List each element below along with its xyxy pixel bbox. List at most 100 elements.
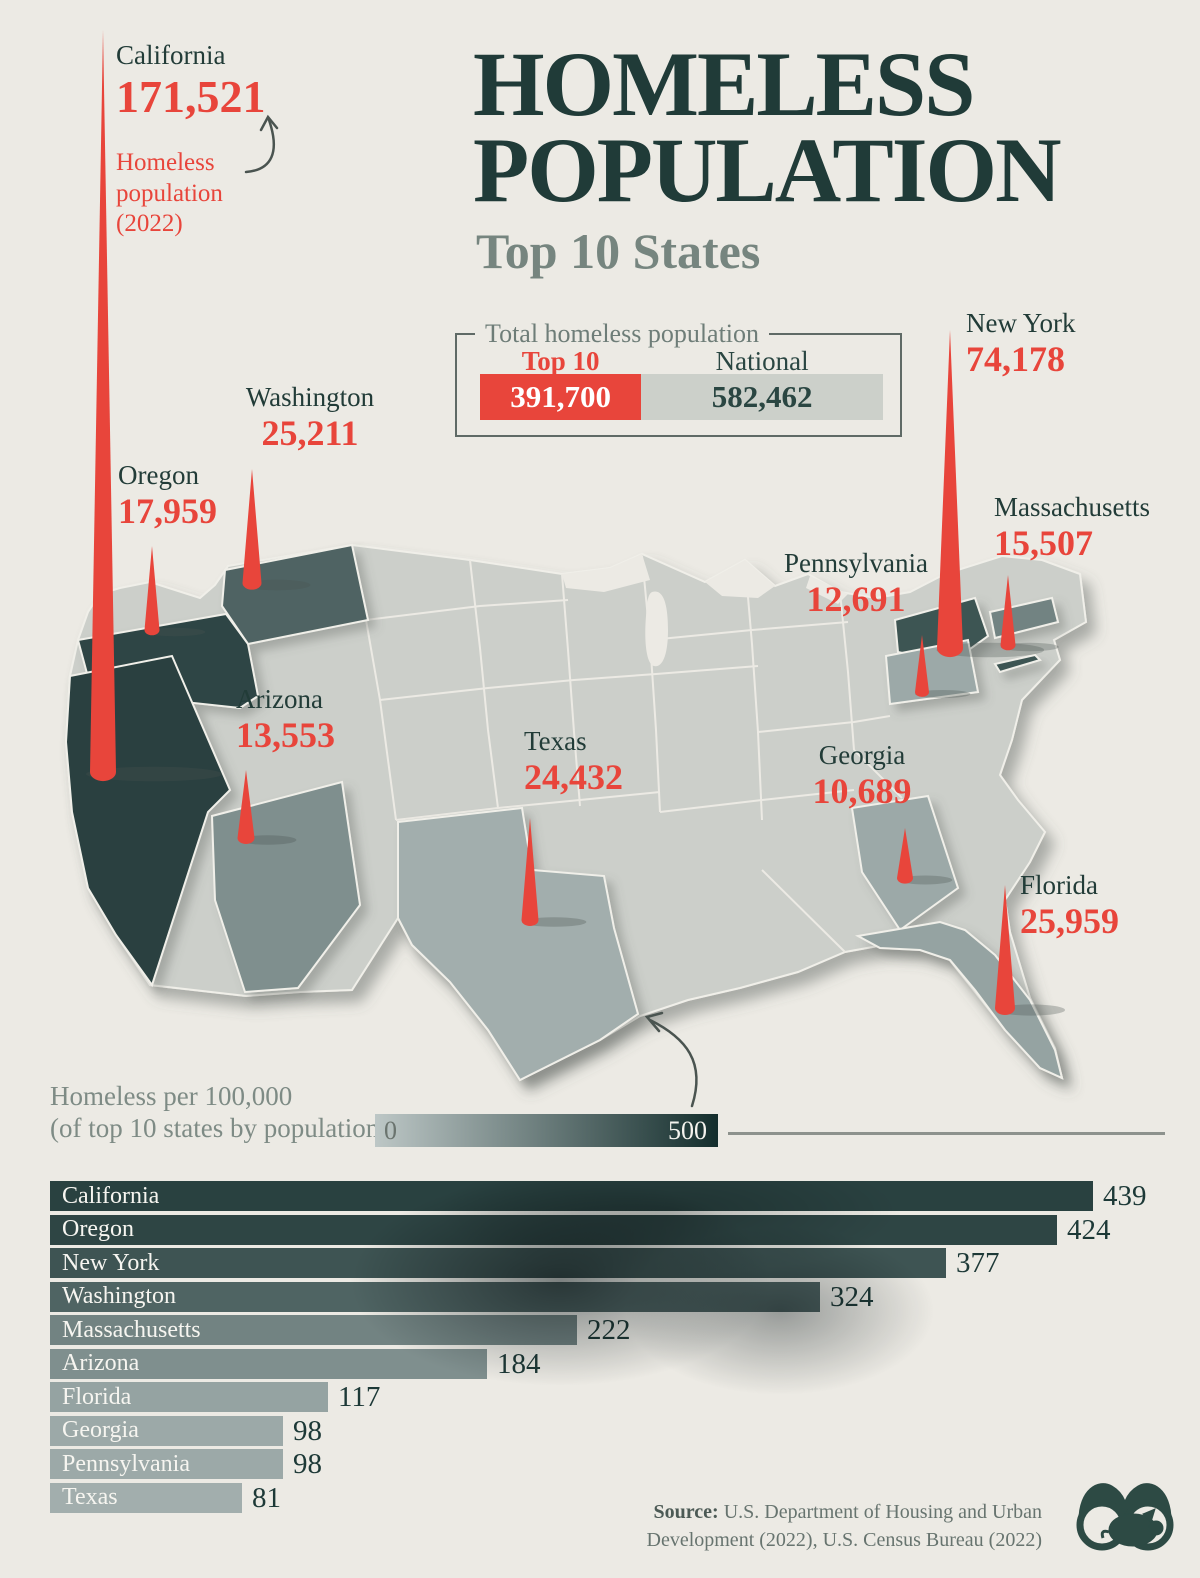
bar-row-arizona: Arizona 184 — [50, 1347, 1190, 1380]
state-name: Pennsylvania — [784, 548, 928, 578]
state-value: 17,959 — [118, 491, 217, 532]
state-label-florida: Florida 25,959 — [1020, 870, 1119, 942]
spike-shadow — [1000, 642, 1059, 652]
bar-value-label: 439 — [1103, 1180, 1147, 1212]
bar-value-label: 98 — [293, 1448, 322, 1480]
bar-row-texas: Texas 81 — [50, 1481, 1190, 1514]
bar-row-new-york: New York 377 — [50, 1248, 1190, 1278]
logo-piggy-bank — [1100, 1508, 1164, 1547]
state-value: 74,178 — [966, 339, 1065, 380]
state-name: California — [116, 40, 226, 70]
spike-shadow — [86, 766, 222, 782]
scale-max-label: 500 — [668, 1115, 707, 1145]
bar-value-label: 81 — [252, 1481, 281, 1514]
state-shape-washington — [220, 543, 370, 646]
state-shape-long-island — [993, 653, 1042, 674]
state-label-arizona: Arizona 13,553 — [236, 684, 335, 756]
state-label-oregon: Oregon 17,959 — [118, 460, 217, 532]
bar-category-label: Arizona — [62, 1350, 140, 1376]
state-name: Oregon — [118, 460, 199, 490]
bar-value-label: 98 — [293, 1414, 322, 1447]
state-shape-texas — [397, 806, 640, 1082]
source-note: Source: U.S. Department of Housing and U… — [572, 1498, 1043, 1554]
state-value: 15,507 — [994, 523, 1093, 564]
bar-value-label: 424 — [1067, 1213, 1111, 1246]
spike-texas — [521, 818, 539, 926]
bar-row-florida: Florida 117 — [50, 1382, 1190, 1412]
state-value: 13,553 — [236, 715, 335, 756]
state-name: Massachusetts — [994, 492, 1150, 522]
bar-value-label: 377 — [956, 1247, 1000, 1279]
spike-massachusetts — [1000, 575, 1016, 651]
bar-category-label: California — [62, 1182, 160, 1209]
state-name: Georgia — [818, 740, 906, 770]
state-name: Arizona — [236, 684, 323, 714]
state-value: 10,689 — [812, 771, 912, 812]
bar-value-label: 117 — [338, 1381, 381, 1413]
legend-line2: (of top 10 states by population) — [50, 1113, 389, 1144]
bar-row-oregon: Oregon 424 — [50, 1213, 1190, 1246]
bar-row-california: California 439 — [50, 1181, 1190, 1211]
top10-label: Top 10 — [521, 346, 600, 376]
spike-shadow — [238, 835, 297, 845]
bar-fill: New York — [50, 1248, 946, 1278]
state-name: Florida — [1020, 870, 1098, 900]
state-value: 171,521 — [116, 71, 266, 123]
visual-capitalist-logo — [1076, 1483, 1174, 1551]
highlighted-states — [64, 543, 1064, 1082]
spike-shadow — [898, 875, 953, 885]
title-line1: HOMELESS — [473, 33, 975, 135]
totals-bar: 391,700 582,462 — [480, 374, 883, 420]
us-map-base — [64, 543, 1088, 1082]
spike-new-york — [937, 330, 963, 658]
bar-value-label: 184 — [497, 1347, 541, 1380]
state-value: 12,691 — [806, 579, 906, 620]
state-name: Texas — [524, 726, 587, 756]
state-label-pennsylvania: Pennsylvania 12,691 — [784, 548, 928, 620]
total-homeless-population-box: Total homeless population Top 10 Nationa… — [455, 319, 902, 437]
state-label-texas: Texas 24,432 — [524, 726, 623, 798]
spike-georgia — [897, 828, 913, 884]
bar-fill: Pennsylvania — [50, 1449, 283, 1479]
map-arrow — [648, 1018, 698, 1108]
state-shape-florida — [854, 920, 1064, 1080]
state-label-california: California 171,521 — [116, 40, 266, 124]
state-shape-pennsylvania — [884, 638, 980, 706]
state-value: 25,959 — [1020, 901, 1119, 942]
page-title: HOMELESS POPULATION — [473, 33, 1062, 215]
totals-box-title: Total homeless population — [475, 319, 770, 349]
spike-shadow — [521, 917, 587, 927]
state-name: Washington — [245, 382, 375, 412]
state-label-georgia: Georgia 10,689 — [813, 740, 912, 812]
state-shape-california — [64, 654, 232, 988]
top10-bar-segment: 391,700 — [480, 374, 642, 420]
bar-fill: Georgia — [50, 1415, 283, 1446]
spike-florida — [995, 885, 1015, 1015]
bar-fill: California — [50, 1181, 1093, 1211]
bar-fill: Texas — [50, 1482, 242, 1513]
national-bar-segment: 582,462 — [641, 374, 883, 420]
legend-line1: Homeless per 100,000 — [50, 1081, 293, 1111]
us-outline — [64, 543, 1088, 1082]
spike-california — [90, 30, 117, 782]
spike-shadow — [996, 1004, 1066, 1016]
bar-row-washington: Washington 324 — [50, 1281, 1190, 1312]
bar-category-label: Texas — [62, 1484, 118, 1510]
state-label-massachusetts: Massachusetts 15,507 — [994, 492, 1150, 564]
bar-fill: Arizona — [50, 1348, 487, 1379]
source-text: U.S. Department of Housing and Urban Dev… — [646, 1501, 1043, 1551]
state-shape-oregon — [76, 612, 260, 710]
spike-oregon — [144, 546, 160, 636]
state-value: 24,432 — [524, 757, 623, 798]
bar-row-georgia: Georgia 98 — [50, 1414, 1190, 1447]
homeless-population-note: Homeless population (2022) — [116, 149, 223, 237]
bar-fill: Florida — [50, 1382, 328, 1412]
spike-shadow — [936, 642, 1045, 658]
spike-washington — [242, 469, 262, 590]
bar-row-massachusetts: Massachusetts 222 — [50, 1315, 1190, 1345]
bar-fill: Washington — [50, 1281, 820, 1312]
state-label-washington: Washington 25,211 — [246, 382, 374, 454]
bar-fill: Massachusetts — [50, 1315, 577, 1345]
spike-pennsylvania — [915, 635, 929, 697]
